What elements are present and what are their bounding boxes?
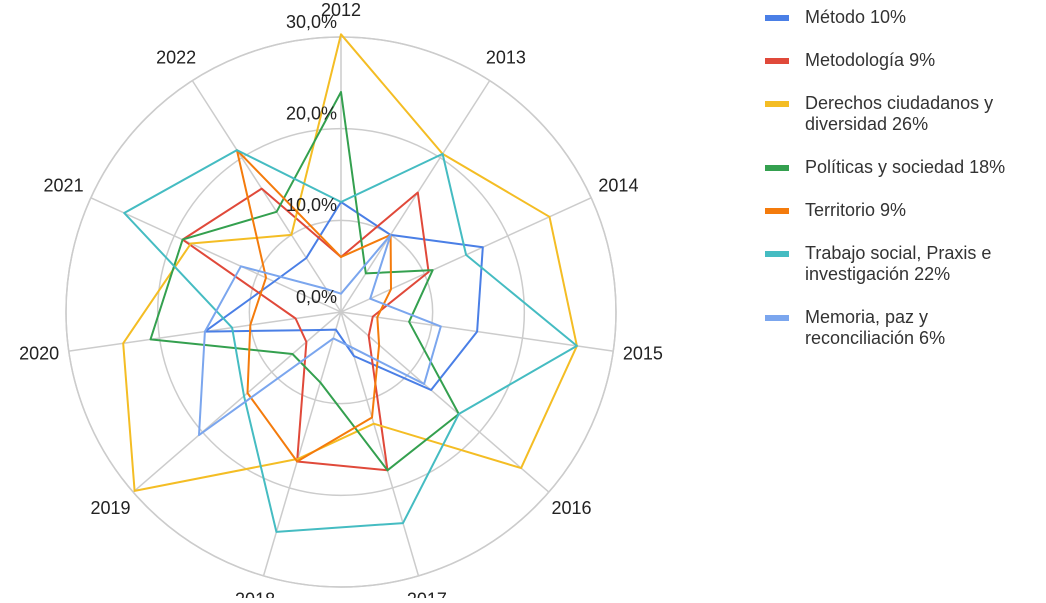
category-label: 2014 xyxy=(598,176,638,196)
series-line xyxy=(181,187,430,472)
legend-swatch xyxy=(765,15,789,21)
legend-label: Metodología 9% xyxy=(805,50,935,70)
legend-label: Políticas y sociedad 18% xyxy=(805,157,1005,177)
legend-label: Trabajo social, Praxis e investigación 22… xyxy=(805,243,991,284)
legend-label: Derechos ciudadanos y diversidad 26% xyxy=(805,93,993,134)
spoke xyxy=(340,311,420,577)
legend: Método 10% Metodología 9% Derechos ciudada… xyxy=(765,7,1005,348)
radial-tick-label: 0,0% xyxy=(296,287,337,307)
legend-label: Método 10% xyxy=(805,7,906,27)
category-label: 2020 xyxy=(19,344,59,364)
category-label: 2012 xyxy=(321,0,361,20)
legend-swatch xyxy=(765,251,789,257)
category-label: 2015 xyxy=(623,344,663,364)
legend-swatch xyxy=(765,101,789,107)
series-line xyxy=(149,91,460,472)
category-label: 2019 xyxy=(90,498,130,518)
radial-tick-label: 30,0% xyxy=(286,12,337,32)
category-label: 2016 xyxy=(551,498,591,518)
spoke xyxy=(90,197,342,313)
category-label: 2021 xyxy=(44,176,84,196)
legend-label: Territorio 9% xyxy=(805,200,906,220)
series-line xyxy=(122,33,578,492)
legend-label: Memoria, paz y reconciliación 6% xyxy=(805,307,945,348)
spoke xyxy=(191,80,342,313)
series-line xyxy=(235,149,392,463)
category-label: 2013 xyxy=(486,48,526,68)
category-label: 2022 xyxy=(156,48,196,68)
legend-swatch xyxy=(765,58,789,64)
series-line xyxy=(198,233,442,437)
spoke xyxy=(340,311,550,493)
radial-tick-label: 20,0% xyxy=(286,103,337,123)
legend-swatch xyxy=(765,208,789,214)
category-label: 2018 xyxy=(235,590,275,598)
category-label: 2017 xyxy=(407,590,447,598)
legend-swatch xyxy=(765,315,789,321)
series-line xyxy=(203,201,484,391)
series-line xyxy=(123,149,578,533)
legend-swatch xyxy=(765,165,789,171)
spoke xyxy=(132,311,342,493)
radial-tick-label: 10,0% xyxy=(286,195,337,215)
